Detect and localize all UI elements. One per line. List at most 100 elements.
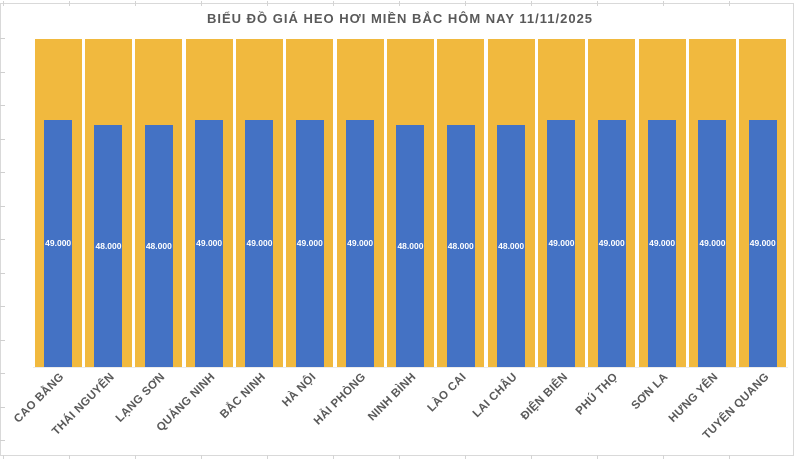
gridline-stub xyxy=(135,455,136,459)
price-bar: 48.000 xyxy=(497,124,526,367)
x-axis-label: PHÚ THỌ xyxy=(573,371,621,418)
price-bar: 48.000 xyxy=(396,124,425,367)
bar-value-label: 48.000 xyxy=(397,240,424,251)
y-axis-tick xyxy=(0,273,5,274)
gridline-stub xyxy=(531,1,532,6)
price-bar: 49.000 xyxy=(44,119,73,367)
gridline-stub xyxy=(465,455,466,459)
category-cell: 49.000 xyxy=(335,39,385,367)
gridline-stub xyxy=(597,455,598,459)
x-axis-label: QUẢNG NINH xyxy=(154,371,218,435)
category-cell: 49.000 xyxy=(536,39,586,367)
gridline-stub xyxy=(729,1,730,6)
bar-value-label: 49.000 xyxy=(296,238,323,249)
gridline-stub xyxy=(201,1,202,6)
category-cell: 48.000 xyxy=(83,39,133,367)
gridline-stub xyxy=(399,1,400,6)
gridline-stub xyxy=(663,455,664,459)
category-cell: 49.000 xyxy=(285,39,335,367)
x-axis-line xyxy=(33,367,788,368)
y-axis-tick xyxy=(0,440,5,441)
category-cell: 48.000 xyxy=(486,39,536,367)
gridline-stub xyxy=(135,1,136,6)
category-cell: 49.000 xyxy=(687,39,737,367)
gridline-stub xyxy=(531,455,532,459)
price-bar: 48.000 xyxy=(446,124,475,367)
y-axis-tick xyxy=(0,172,5,173)
bar-value-label: 49.000 xyxy=(347,238,374,249)
bar-value-label: 49.000 xyxy=(598,238,625,249)
y-axis-tick xyxy=(0,206,5,207)
x-axis-label: LAI CHÂU xyxy=(470,371,520,421)
bar-value-label: 48.000 xyxy=(145,240,172,251)
price-bar: 49.000 xyxy=(245,119,274,367)
bar-value-label: 49.000 xyxy=(45,238,72,249)
x-axis-label: LÀO CAI xyxy=(425,371,470,415)
price-bar: 49.000 xyxy=(648,119,677,367)
bar-value-label: 49.000 xyxy=(548,238,575,249)
gridline-stub xyxy=(333,1,334,6)
gridline-stub xyxy=(399,455,400,459)
price-bar: 49.000 xyxy=(295,119,324,367)
x-axis-label: CAO BẰNG xyxy=(12,371,67,426)
gridline-stub xyxy=(3,1,4,6)
x-axis-label: BẮC NINH xyxy=(218,371,268,421)
price-bar: 49.000 xyxy=(748,119,777,367)
gridline-stub xyxy=(267,1,268,6)
plot-area: 49.000 48.000 48.000 49.000 49.000 49.000 49.0… xyxy=(33,39,788,367)
category-cell: 48.000 xyxy=(436,39,486,367)
gridline-stub xyxy=(69,1,70,6)
gridline-stub xyxy=(3,455,4,459)
y-axis-tick xyxy=(0,239,5,240)
y-axis-tick xyxy=(0,72,5,73)
x-axis-label: HẢI PHÒNG xyxy=(312,371,369,428)
bar-value-label: 49.000 xyxy=(649,238,676,249)
bar-value-label: 48.000 xyxy=(95,240,122,251)
bar-value-label: 48.000 xyxy=(498,240,525,251)
gridline-stub xyxy=(69,455,70,459)
price-bar: 49.000 xyxy=(547,119,576,367)
category-cell: 49.000 xyxy=(637,39,687,367)
category-cell: 49.000 xyxy=(234,39,284,367)
gridline-stub xyxy=(267,455,268,459)
gridline-stub xyxy=(663,1,664,6)
bar-value-label: 48.000 xyxy=(447,240,474,251)
category-cell: 49.000 xyxy=(587,39,637,367)
x-axis-label: ĐIỆN BIÊN xyxy=(518,371,570,423)
gridline-stub xyxy=(465,1,466,6)
category-cell: 48.000 xyxy=(134,39,184,367)
category-cell: 49.000 xyxy=(738,39,788,367)
x-axis-label: HÀ NỘI xyxy=(280,371,319,410)
x-axis-label: SƠN LA xyxy=(629,371,671,413)
category-cell: 49.000 xyxy=(33,39,83,367)
bar-value-label: 49.000 xyxy=(749,238,776,249)
gridline-stub xyxy=(333,455,334,459)
bar-value-label: 49.000 xyxy=(196,238,223,249)
y-axis-tick xyxy=(0,306,5,307)
y-axis-tick xyxy=(0,139,5,140)
price-bar: 48.000 xyxy=(144,124,173,367)
y-axis-tick xyxy=(0,38,5,39)
gridline-stub xyxy=(201,455,202,459)
y-axis-tick xyxy=(0,340,5,341)
y-axis-tick xyxy=(0,407,5,408)
x-axis-label: LẠNG SƠN xyxy=(113,371,168,425)
x-axis-label: HƯNG YÊN xyxy=(667,371,721,425)
chart-title: BIỂU ĐỒ GIÁ HEO HƠI MIỀN BẮC HÔM NAY 11/… xyxy=(206,11,594,26)
price-bar: 49.000 xyxy=(195,119,224,367)
bar-value-label: 49.000 xyxy=(699,238,726,249)
y-axis-tick xyxy=(0,105,5,106)
price-bar: 48.000 xyxy=(94,124,123,367)
price-bar: 49.000 xyxy=(698,119,727,367)
x-axis-label: NINH BÌNH xyxy=(366,371,419,424)
price-bar: 49.000 xyxy=(597,119,626,367)
bar-value-label: 49.000 xyxy=(246,238,273,249)
y-axis-tick xyxy=(0,373,5,374)
gridline-stub xyxy=(597,1,598,6)
price-bar: 49.000 xyxy=(346,119,375,367)
category-cell: 48.000 xyxy=(385,39,435,367)
gridline-stub xyxy=(729,455,730,459)
x-axis-label: THÁI NGUYÊN xyxy=(50,371,117,438)
x-axis-label: TUYÊN QUANG xyxy=(700,371,772,442)
